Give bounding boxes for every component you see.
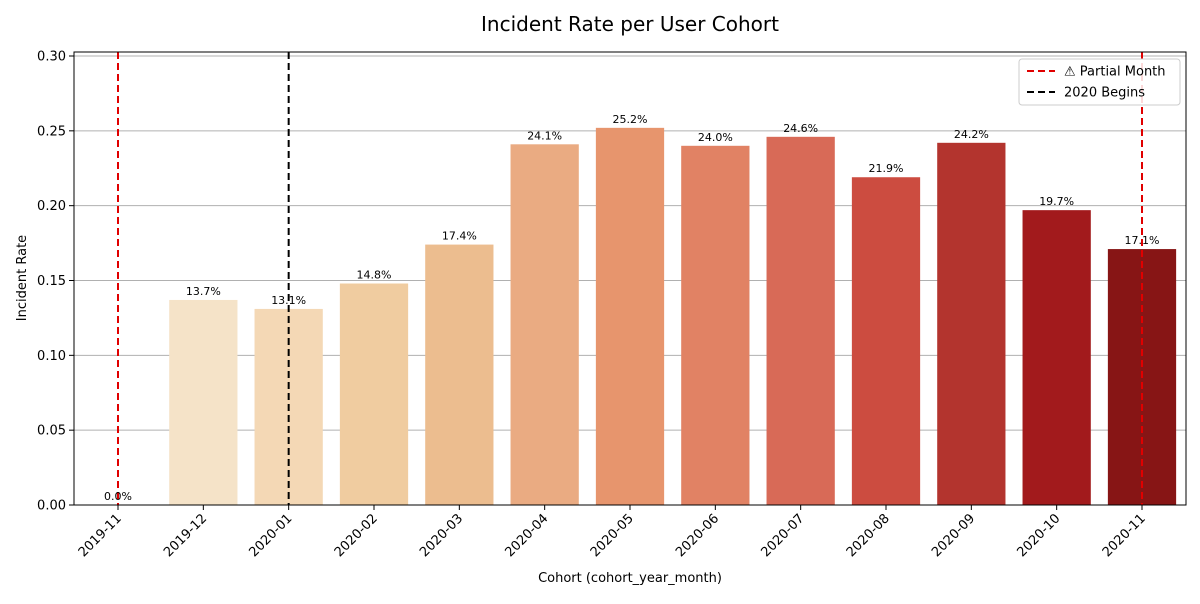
x-axis-ticks: 2019-11 2019-12 2020-01 2020-02 2020-03 2020-… [76, 505, 1149, 560]
bar-value-label: 21.9% [869, 162, 904, 175]
bar-value-label: 25.2% [613, 113, 648, 126]
x-tick-label: 2020-05 [588, 511, 637, 560]
y-axis-ticks: 0.00 0.05 0.10 0.15 0.20 0.25 0.30 [37, 50, 74, 514]
bar [339, 283, 409, 505]
y-tick-label: 0.15 [37, 274, 66, 289]
x-tick-label: 2020-08 [844, 511, 893, 560]
legend-label: 2020 Begins [1064, 86, 1145, 101]
bar-value-label: 24.6% [783, 122, 818, 135]
x-tick-label: 2020-03 [417, 511, 466, 560]
x-tick-label: 2019-11 [76, 511, 125, 560]
bar [681, 145, 750, 506]
bar-value-label: 24.1% [527, 129, 562, 142]
bar [595, 127, 665, 505]
bar [766, 136, 835, 505]
x-tick-label: 2020-11 [1100, 511, 1149, 560]
legend: ⚠ Partial Month 2020 Begins [1018, 58, 1181, 106]
bar-value-label: 13.7% [186, 285, 221, 298]
bar-value-label: 17.4% [442, 230, 477, 243]
bar [1022, 210, 1091, 505]
legend-box [1018, 58, 1181, 106]
legend-label: ⚠ Partial Month [1064, 65, 1166, 80]
bar [425, 244, 494, 505]
bar-value-label: 13.1% [271, 294, 306, 307]
bar-data-labels: 0.0% 13.7% 13.1% 14.8% 17.4% 24.1% 25.2% 24.0% 2… [104, 113, 1159, 503]
chart-title: Incident Rate per User Cohort [481, 12, 779, 36]
bar [937, 142, 1006, 505]
x-tick-label: 2020-07 [758, 511, 807, 560]
y-tick-label: 0.05 [37, 424, 66, 439]
x-tick-label: 2020-09 [929, 511, 978, 560]
x-tick-label: 2019-12 [161, 511, 210, 560]
y-tick-label: 0.30 [37, 50, 66, 65]
y-tick-label: 0.25 [37, 124, 66, 139]
x-tick-label: 2020-06 [673, 511, 722, 560]
x-tick-label: 2020-01 [246, 511, 295, 560]
bar-value-label: 19.7% [1039, 195, 1074, 208]
y-tick-label: 0.20 [37, 199, 66, 214]
bars [169, 127, 1177, 506]
x-tick-label: 2020-02 [332, 511, 381, 560]
reference-lines [117, 52, 1143, 505]
y-tick-label: 0.10 [37, 349, 66, 364]
bar [169, 299, 238, 505]
bar-value-label: 17.1% [1125, 234, 1160, 247]
y-tick-label: 0.00 [37, 499, 66, 514]
bar [851, 177, 921, 506]
bar-value-label: 24.0% [698, 131, 733, 144]
bar [510, 144, 579, 505]
x-axis-label: Cohort (cohort_year_month) [538, 571, 722, 586]
x-tick-label: 2020-10 [1014, 511, 1063, 560]
bar-value-label: 0.0% [104, 490, 132, 503]
bar-value-label: 14.8% [357, 268, 392, 281]
y-axis-label: Incident Rate [15, 235, 30, 321]
bar-value-label: 24.2% [954, 128, 989, 141]
x-tick-label: 2020-04 [502, 511, 551, 560]
